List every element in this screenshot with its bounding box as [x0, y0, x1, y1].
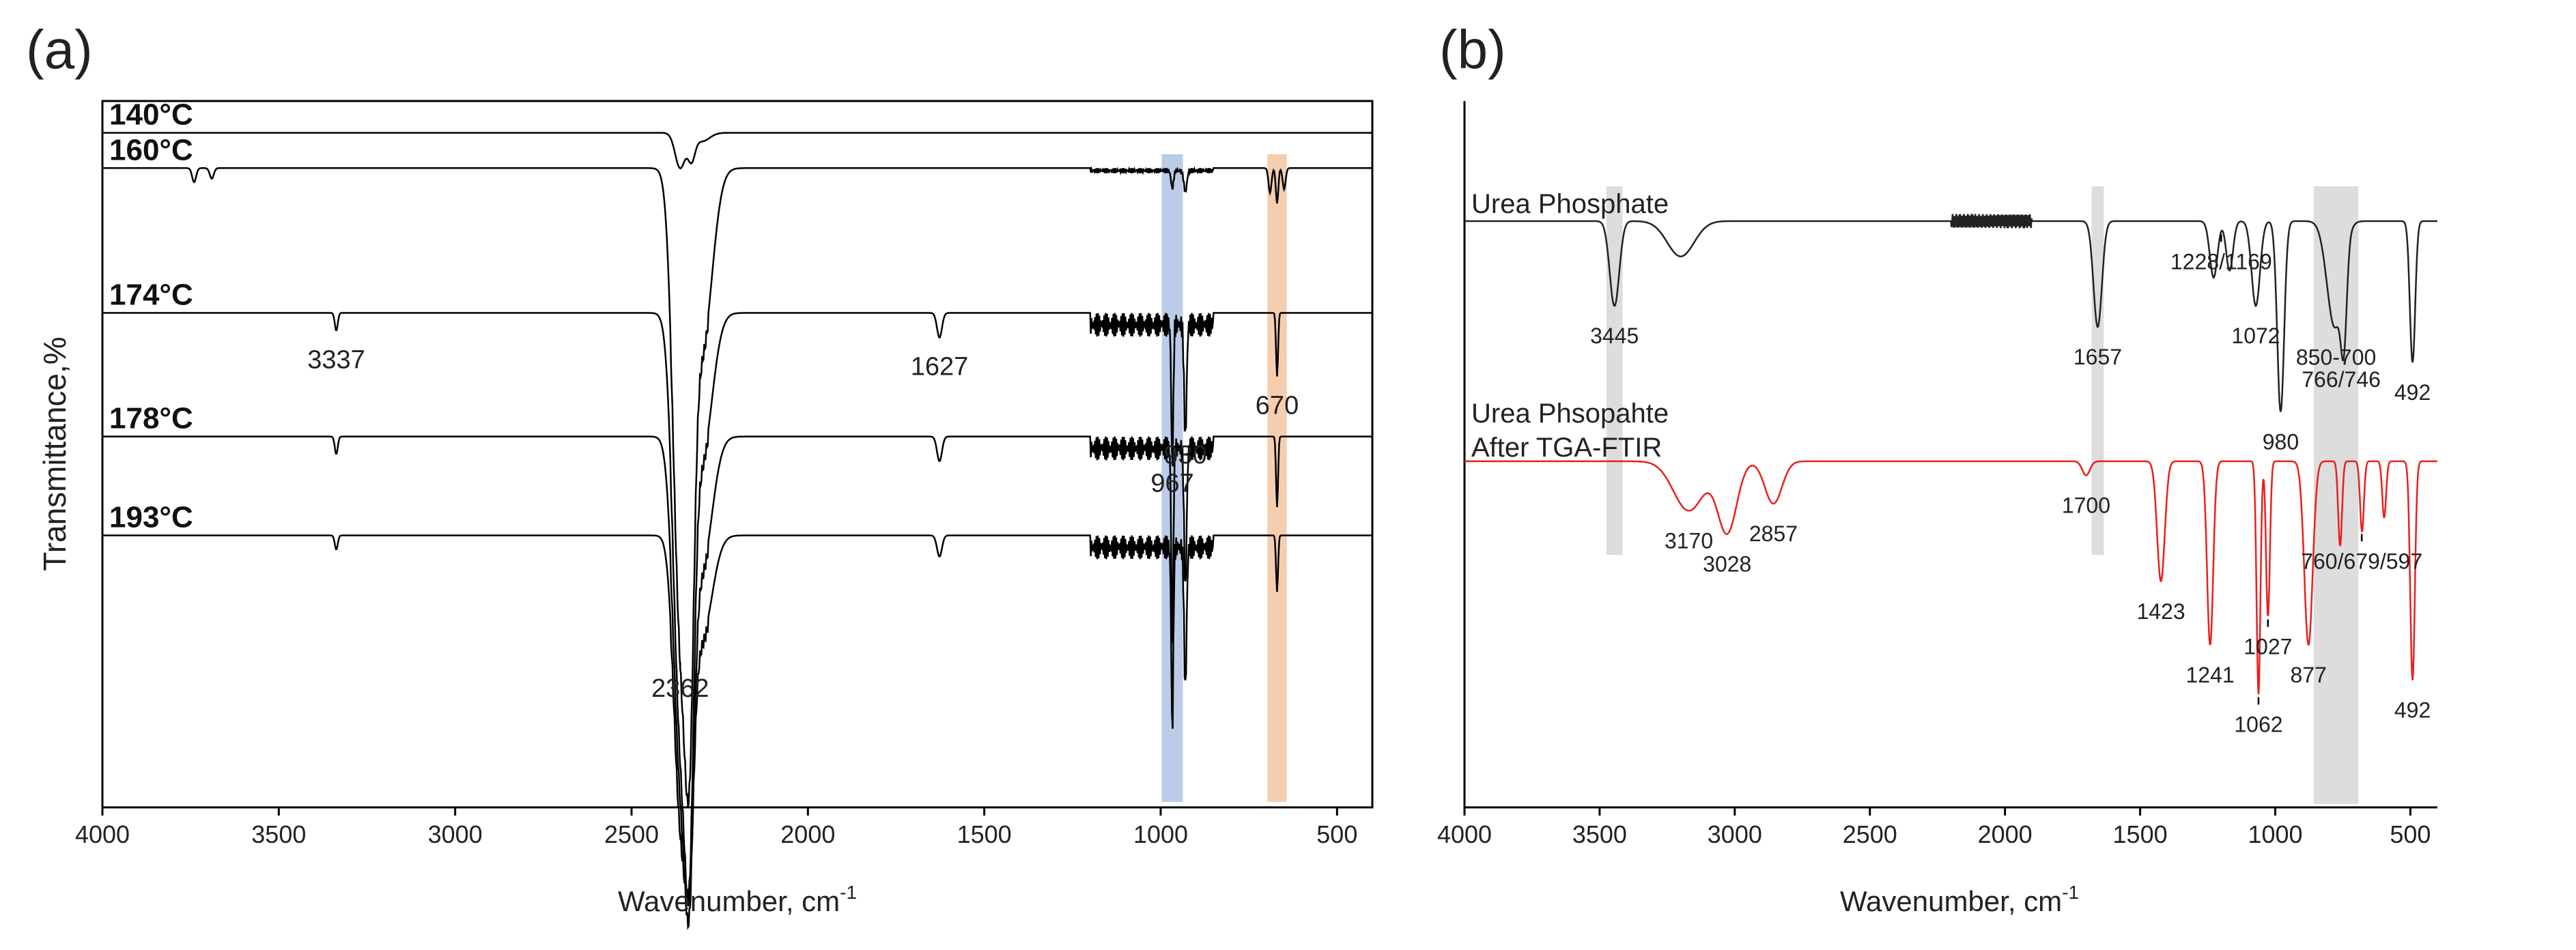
x-tick-label: 2000: [1978, 820, 2033, 848]
y-axis-label-a: Transmittance,%: [37, 336, 72, 571]
trace-5: [102, 534, 1372, 907]
x-tick-label: 1500: [2113, 820, 2168, 848]
x-tick-label: 2500: [1843, 820, 1897, 848]
peak-label: 930: [1163, 441, 1206, 470]
series-label-line2: After TGA-FTIR: [1471, 433, 1662, 463]
peak-label: 1657: [2073, 345, 2122, 369]
peak-label: 492: [2394, 380, 2431, 405]
highlight-bands-a: [1161, 154, 1287, 802]
highlight-band: [1606, 186, 1623, 555]
x-tick-label: 3000: [428, 820, 483, 848]
peak-label: 1423: [2136, 599, 2185, 624]
peak-label: 760/679/597: [2301, 549, 2422, 573]
peak-label: 850-700: [2296, 345, 2376, 370]
series-label: 178°C: [109, 402, 193, 435]
peak-label: 877: [2290, 663, 2326, 687]
x-axis-ticks-b: 4000 3500 3000 2500 2000 1500 1000 500: [1437, 807, 2431, 848]
trace-4: [102, 435, 1372, 930]
peak-label: 492: [2394, 698, 2431, 723]
panel-b-ftir-urea-phosphate: (b) 4000 3500 3000 2500 2000 1500 1000 500 Urea…: [1437, 19, 2437, 917]
x-tick-label: 3500: [251, 820, 306, 848]
peak-label: 1062: [2234, 712, 2282, 736]
trace-2: [102, 166, 1372, 807]
x-tick-label: 4000: [1437, 820, 1492, 848]
traces-b: Urea Phosphate Urea Phsopahte After TGA-FT…: [1464, 189, 2437, 695]
x-tick-label: 500: [1316, 820, 1357, 848]
peak-label: 670: [1256, 392, 1299, 420]
trace-3: [102, 312, 1372, 904]
highlight-bands-b: [1606, 186, 2359, 804]
x-tick-label: 500: [2390, 820, 2431, 848]
peak-label: 1072: [2231, 323, 2280, 348]
series-label: 193°C: [109, 501, 193, 534]
peak-label: 2362: [651, 674, 709, 703]
highlight-band: [1267, 154, 1287, 802]
series-label: 140°C: [109, 98, 193, 132]
x-tick-label: 2000: [780, 820, 835, 848]
x-tick-label: 4000: [75, 820, 130, 848]
peak-label: 2857: [1749, 521, 1798, 546]
peak-annotations-b: 3445 1657 1228/1169 1072 850-700 980 766/746 49…: [1590, 234, 2431, 736]
panel-a-label: (a): [26, 19, 93, 80]
peak-label: 1241: [2186, 663, 2235, 687]
trace-2: [1464, 460, 2437, 695]
peak-label: 3337: [307, 345, 365, 374]
peak-label: 3445: [1590, 323, 1639, 348]
peak-label: 1627: [911, 353, 969, 382]
series-label: 174°C: [109, 278, 193, 312]
trace-1: [102, 132, 1372, 170]
trace-1: [1464, 213, 2437, 412]
x-tick-label: 3500: [1572, 820, 1627, 848]
peak-label: 980: [2263, 429, 2299, 454]
x-axis-label-b: Wavenumber, cm-1: [1840, 882, 2079, 917]
x-tick-label: 2500: [604, 820, 659, 848]
peak-label: 1700: [2062, 493, 2110, 518]
peak-label: 766/746: [2302, 367, 2381, 392]
plot-frame-a: [101, 100, 1374, 809]
peak-label: 3028: [1703, 551, 1751, 576]
x-tick-label: 1500: [957, 820, 1012, 848]
series-label: Urea Phsopahte: [1471, 399, 1669, 429]
peak-label: 967: [1150, 470, 1193, 498]
peak-label: 3170: [1665, 528, 1713, 553]
panel-a-ftir-temperature: (a) 4000 3500 3000 2500 2000 1500 1000 500 140°…: [26, 19, 1374, 930]
peak-label: 1228/1169: [2170, 249, 2272, 274]
x-tick-label: 3000: [1708, 820, 1762, 848]
peak-label: 1027: [2244, 635, 2292, 659]
series-label: 160°C: [109, 133, 193, 167]
x-axis-ticks-a: 4000 3500 3000 2500 2000 1500 1000 500: [75, 807, 1357, 848]
x-axis-label-a: Wavenumber, cm-1: [618, 882, 857, 917]
panel-b-label: (b): [1439, 19, 1506, 80]
highlight-band: [2313, 186, 2359, 804]
x-tick-label: 1000: [2248, 820, 2302, 848]
x-tick-label: 1000: [1133, 820, 1188, 848]
series-label: Urea Phosphate: [1471, 189, 1669, 219]
